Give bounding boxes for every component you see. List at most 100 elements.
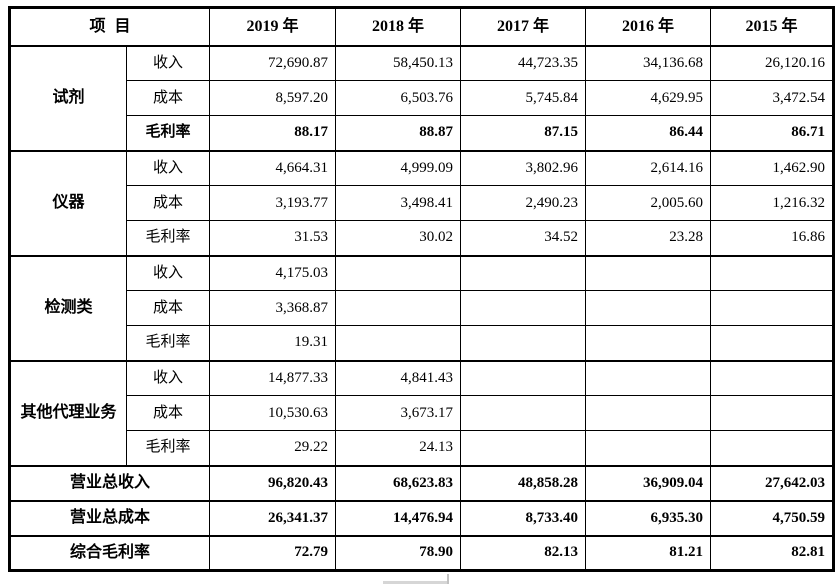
value-cell [585,359,712,396]
group-label-other-agency: 其他代理业务 [9,359,127,466]
value-cell [710,290,835,326]
value-cell [335,254,462,291]
value-cell: 31.53 [209,220,337,256]
value-cell [585,254,712,291]
table-header-row: 项目 2019 年 2018 年 2017 年 2016 年 2015 年 [8,7,835,46]
table-row: 其他代理业务 收入 14,877.33 4,841.43 [9,359,835,466]
value-cell: 86.44 [585,115,712,151]
value-cell: 36,909.04 [585,464,712,501]
value-cell [710,395,835,431]
value-cell: 58,450.13 [335,44,462,81]
value-cell: 3,802.96 [460,149,587,186]
year-header-2015: 2015 年 [710,7,835,46]
value-cell: 14,476.94 [335,499,462,536]
value-cell [460,254,587,291]
value-cell [335,325,462,361]
value-cell: 30.02 [335,220,462,256]
value-cell: 3,368.87 [209,290,337,326]
value-cell [710,359,835,396]
value-cell: 27,642.03 [710,464,835,501]
value-cell: 24.13 [335,430,462,466]
value-cell [335,290,462,326]
project-header: 项目 [8,7,211,46]
value-cell: 2,005.60 [585,185,712,221]
row-label: 收入 [125,44,211,81]
value-cell: 4,750.59 [710,499,835,536]
value-cell: 48,858.28 [460,464,587,501]
row-label: 收入 [125,149,211,186]
value-cell [585,430,712,466]
value-cell: 14,877.33 [209,359,337,396]
value-cell: 4,841.43 [335,359,462,396]
value-cell: 82.13 [460,534,587,571]
value-cell [460,325,587,361]
total-label: 综合毛利率 [8,534,211,571]
value-cell [585,290,712,326]
value-cell: 34.52 [460,220,587,256]
value-cell: 88.17 [209,115,337,151]
value-cell: 3,472.54 [710,80,835,116]
value-cell [460,395,587,431]
value-cell: 4,664.31 [209,149,337,186]
value-cell: 5,745.84 [460,80,587,116]
total-row-gross-margin: 综合毛利率 72.79 78.90 82.13 81.21 82.81 [8,534,835,571]
value-cell: 23.28 [585,220,712,256]
financial-table: 项目 2019 年 2018 年 2017 年 2016 年 2015 年 试剂… [8,6,836,572]
value-cell: 16.86 [710,220,835,256]
table-row: 成本 3,368.87 [10,290,835,326]
value-cell: 87.15 [460,115,587,151]
value-cell: 3,498.41 [335,185,462,221]
value-cell: 3,193.77 [209,185,337,221]
row-label: 毛利率 [125,325,211,361]
table-row: 毛利率 31.53 30.02 34.52 23.28 16.86 [10,220,835,256]
group-label-testing: 检测类 [9,254,127,361]
value-cell: 8,597.20 [209,80,337,116]
value-cell: 3,673.17 [335,395,462,431]
table-row: 毛利率 88.17 88.87 87.15 86.44 86.71 [10,115,835,151]
row-label: 成本 [125,395,211,431]
table-row: 检测类 收入 4,175.03 [9,254,835,361]
value-cell: 6,935.30 [585,499,712,536]
value-cell: 2,614.16 [585,149,712,186]
value-cell: 44,723.35 [460,44,587,81]
value-cell: 4,999.09 [335,149,462,186]
value-cell [585,395,712,431]
value-cell [710,430,835,466]
total-label: 营业总成本 [8,499,211,536]
value-cell: 72,690.87 [209,44,337,81]
total-row-revenue: 营业总收入 96,820.43 68,623.83 48,858.28 36,9… [8,464,835,501]
value-cell: 26,120.16 [710,44,835,81]
table-row: 试剂 收入 72,690.87 58,450.13 44,723.35 34,1… [9,44,835,151]
value-cell: 34,136.68 [585,44,712,81]
value-cell: 29.22 [209,430,337,466]
value-cell: 10,530.63 [209,395,337,431]
value-cell: 86.71 [710,115,835,151]
value-cell: 82.81 [710,534,835,571]
value-cell: 1,462.90 [710,149,835,186]
bottom-edge-tick [447,574,449,584]
table-row: 成本 8,597.20 6,503.76 5,745.84 4,629.95 3… [10,80,835,116]
row-label: 毛利率 [125,430,211,466]
bottom-edge-artifact [383,581,447,584]
row-label: 毛利率 [125,115,211,151]
value-cell [460,359,587,396]
value-cell [460,430,587,466]
value-cell: 2,490.23 [460,185,587,221]
group-label-instrument: 仪器 [9,149,127,256]
value-cell: 1,216.32 [710,185,835,221]
table-row: 成本 3,193.77 3,498.41 2,490.23 2,005.60 1… [10,185,835,221]
row-label: 成本 [125,185,211,221]
value-cell: 26,341.37 [209,499,337,536]
row-label: 成本 [125,80,211,116]
row-label: 成本 [125,290,211,326]
row-label: 毛利率 [125,220,211,256]
value-cell [710,254,835,291]
year-header-2017: 2017 年 [460,7,587,46]
value-cell: 88.87 [335,115,462,151]
value-cell: 19.31 [209,325,337,361]
year-header-2018: 2018 年 [335,7,462,46]
table-row: 仪器 收入 4,664.31 4,999.09 3,802.96 2,614.1… [9,149,835,256]
total-label: 营业总收入 [8,464,211,501]
value-cell: 6,503.76 [335,80,462,116]
